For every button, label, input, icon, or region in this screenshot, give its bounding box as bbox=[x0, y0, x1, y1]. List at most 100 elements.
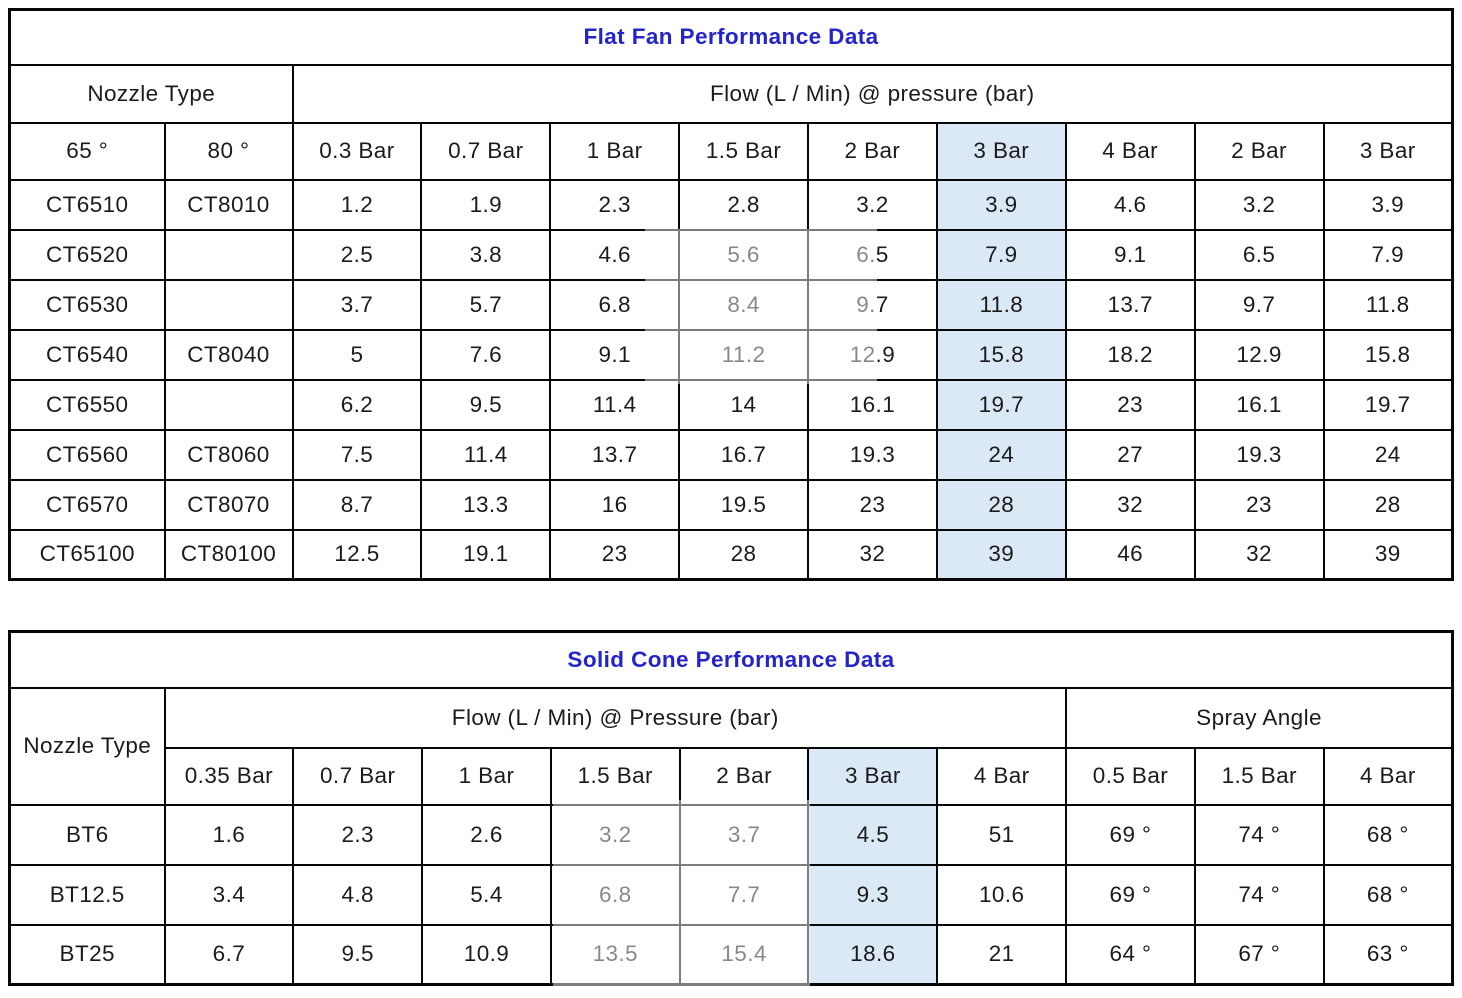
pressure-header-cell: 1 Bar bbox=[549, 121, 681, 181]
flow-value-cell: 4.8 bbox=[292, 863, 424, 926]
flow-value-cell: 13.5 bbox=[549, 923, 681, 986]
solid-cone-title: Solid Cone Performance Data bbox=[8, 630, 1454, 689]
flow-value-cell: 27 bbox=[1064, 428, 1196, 481]
spray-angle-cell: 69 ° bbox=[1065, 803, 1196, 866]
flow-value-cell: 24 bbox=[935, 428, 1067, 481]
flat-fan-subheader-row: 65 ° 80 ° 0.3 Bar 0.7 Bar 1 Bar 1.5 Bar 2 Bar 3… bbox=[8, 121, 1454, 181]
flow-value-cell: 46 bbox=[1064, 528, 1196, 581]
flow-value-cell: 39 bbox=[1322, 528, 1454, 581]
pressure-header-cell: 1.5 Bar bbox=[549, 746, 681, 806]
flow-value-cell: 1.6 bbox=[163, 803, 295, 866]
flat-fan-data-row: CT6530 3.7 5.7 6.8 8.4 9.7 11.8 13.7 9.7 11.8 bbox=[8, 278, 1454, 331]
flow-value-cell: 7.6 bbox=[420, 328, 552, 381]
flow-value-cell: 3.2 bbox=[1193, 178, 1325, 231]
pressure-header-cell: 0.35 Bar bbox=[163, 746, 295, 806]
flat-fan-data-row: CT6570 CT8070 8.7 13.3 16 19.5 23 28 32 23 28 bbox=[8, 478, 1454, 531]
solid-cone-group-header-row: Nozzle Type Flow (L / Min) @ Pressure (b… bbox=[8, 686, 1454, 806]
flow-value-cell: 12.9 bbox=[807, 328, 938, 381]
flow-value-cell: 9.1 bbox=[549, 328, 681, 381]
spray-angle-cell: 68 ° bbox=[1322, 803, 1454, 866]
nozzle-80-cell: CT80100 bbox=[163, 528, 294, 581]
flat-fan-body: CT6510 CT8010 1.2 1.9 2.3 2.8 3.2 3.9 4.6 3.2 3.9 C… bbox=[8, 178, 1454, 581]
solid-cone-body: BT6 1.6 2.3 2.6 3.2 3.7 4.5 51 69 ° 74 ° 68 ° BT12.… bbox=[8, 803, 1454, 986]
flow-value-cell: 18.2 bbox=[1064, 328, 1196, 381]
flow-value-cell: 9.7 bbox=[1193, 278, 1325, 331]
flow-value-cell: 4.5 bbox=[807, 803, 939, 866]
flow-value-cell: 2.3 bbox=[549, 178, 681, 231]
flow-value-cell: 19.7 bbox=[1322, 378, 1454, 431]
pressure-header-cell: 2 Bar bbox=[1193, 121, 1325, 181]
flow-value-cell: 12.9 bbox=[1193, 328, 1325, 381]
pressure-header-cell: 2 Bar bbox=[678, 746, 810, 806]
spray-pressure-header-cell: 1.5 Bar bbox=[1193, 746, 1325, 806]
flow-value-cell: 2.3 bbox=[292, 803, 424, 866]
flat-fan-data-row: CT6560 CT8060 7.5 11.4 13.7 16.7 19.3 24 27 19.3 2… bbox=[8, 428, 1454, 481]
angle-80-header: 80 ° bbox=[163, 121, 294, 181]
flow-value-cell: 3.2 bbox=[549, 803, 681, 866]
angle-65-header: 65 ° bbox=[8, 121, 166, 181]
flow-value-cell: 32 bbox=[1193, 528, 1325, 581]
nozzle-80-cell: CT8060 bbox=[163, 428, 294, 481]
flow-value-cell: 24 bbox=[1322, 428, 1454, 481]
flow-value-cell: 11.4 bbox=[420, 428, 552, 481]
flow-value-cell: 5 bbox=[291, 328, 423, 381]
flow-value-cell: 6.8 bbox=[549, 278, 681, 331]
flow-value-cell: 10.9 bbox=[421, 923, 552, 986]
pressure-header-cell: 1.5 Bar bbox=[678, 121, 809, 181]
flow-value-cell: 13.3 bbox=[420, 478, 552, 531]
flow-value-cell: 13.7 bbox=[549, 428, 681, 481]
flow-value-cell: 8.4 bbox=[678, 278, 809, 331]
flat-fan-data-row: CT6510 CT8010 1.2 1.9 2.3 2.8 3.2 3.9 4.6 3.2 3.9 bbox=[8, 178, 1454, 231]
flow-value-cell: 2.8 bbox=[678, 178, 809, 231]
flow-value-cell: 4.6 bbox=[549, 228, 681, 281]
flow-value-cell: 9.5 bbox=[292, 923, 424, 986]
nozzle-80-cell bbox=[163, 378, 294, 431]
flow-value-cell: 14 bbox=[678, 378, 809, 431]
flow-group-header: Flow (L / Min) @ pressure (bar) bbox=[291, 63, 1454, 124]
flat-fan-title: Flat Fan Performance Data bbox=[8, 8, 1454, 66]
flow-value-cell: 11.2 bbox=[678, 328, 809, 381]
flow-value-cell: 16.1 bbox=[1193, 378, 1325, 431]
flow-value-cell: 32 bbox=[807, 528, 938, 581]
flow-value-cell: 51 bbox=[936, 803, 1068, 866]
nozzle-type-header: Nozzle Type bbox=[8, 686, 166, 806]
flow-value-cell: 9.7 bbox=[807, 278, 938, 331]
spray-angle-cell: 74 ° bbox=[1193, 863, 1325, 926]
solid-cone-table: Solid Cone Performance Data Nozzle Type … bbox=[8, 630, 1454, 986]
flow-value-cell: 3.9 bbox=[935, 178, 1067, 231]
nozzle-65-cell: CT6510 bbox=[8, 178, 166, 231]
nozzle-65-cell: CT6560 bbox=[8, 428, 166, 481]
flow-value-cell: 18.6 bbox=[807, 923, 939, 986]
flow-value-cell: 28 bbox=[1322, 478, 1454, 531]
flow-value-cell: 15.8 bbox=[935, 328, 1067, 381]
spray-pressure-header-cell: 4 Bar bbox=[1322, 746, 1454, 806]
solid-cone-data-row: BT12.5 3.4 4.8 5.4 6.8 7.7 9.3 10.6 69 ° 74 ° 68 ° bbox=[8, 863, 1454, 926]
flow-value-cell: 16 bbox=[549, 478, 681, 531]
flow-value-cell: 23 bbox=[549, 528, 681, 581]
nozzle-cell: BT12.5 bbox=[8, 863, 166, 926]
flow-value-cell: 7.7 bbox=[678, 863, 810, 926]
pressure-header-cell: 3 Bar bbox=[935, 121, 1067, 181]
flow-value-cell: 16.1 bbox=[807, 378, 938, 431]
nozzle-80-cell: CT8010 bbox=[163, 178, 294, 231]
flow-value-cell: 19.3 bbox=[807, 428, 938, 481]
flow-value-cell: 15.8 bbox=[1322, 328, 1454, 381]
flow-value-cell: 9.5 bbox=[420, 378, 552, 431]
flow-value-cell: 12.5 bbox=[291, 528, 423, 581]
nozzle-cell: BT6 bbox=[8, 803, 166, 866]
nozzle-65-cell: CT65100 bbox=[8, 528, 166, 581]
flat-fan-data-row: CT6540 CT8040 5 7.6 9.1 11.2 12.9 15.8 18.2 12.9 1… bbox=[8, 328, 1454, 381]
spray-angle-cell: 67 ° bbox=[1193, 923, 1325, 986]
flow-value-cell: 6.5 bbox=[1193, 228, 1325, 281]
flow-value-cell: 9.1 bbox=[1064, 228, 1196, 281]
nozzle-65-cell: CT6550 bbox=[8, 378, 166, 431]
flow-value-cell: 16.7 bbox=[678, 428, 809, 481]
spray-angle-cell: 64 ° bbox=[1065, 923, 1196, 986]
solid-cone-data-row: BT6 1.6 2.3 2.6 3.2 3.7 4.5 51 69 ° 74 ° 68 ° bbox=[8, 803, 1454, 866]
flow-value-cell: 7.9 bbox=[1322, 228, 1454, 281]
pressure-header-cell: 3 Bar bbox=[1322, 121, 1454, 181]
flow-value-cell: 7.9 bbox=[935, 228, 1067, 281]
flow-value-cell: 3.7 bbox=[291, 278, 423, 331]
flow-value-cell: 7.5 bbox=[291, 428, 423, 481]
